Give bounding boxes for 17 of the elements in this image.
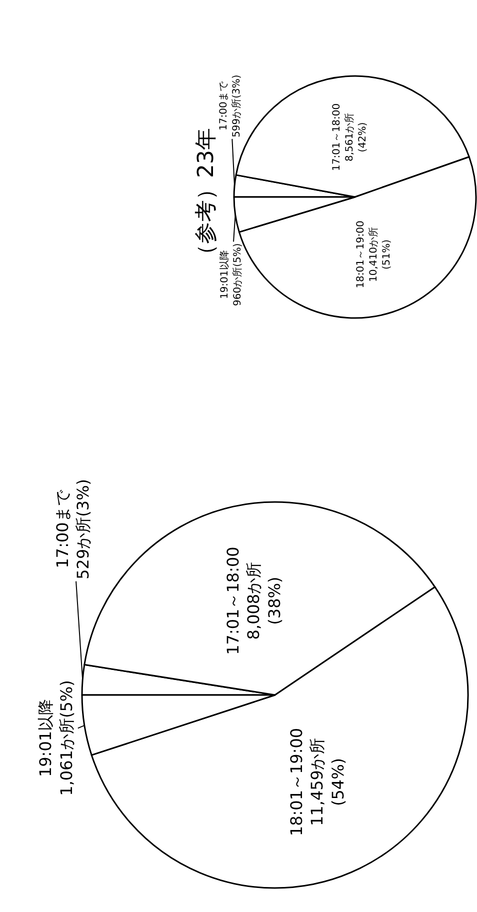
slice-label: 17:01～18:00 (332, 103, 343, 171)
data-label: 599か所(3%) (230, 74, 243, 138)
slice-label: 17:01～18:00 (223, 546, 242, 655)
data-label: 529か所(3%) (74, 478, 93, 580)
data-label: 8,561か所 (42%) (344, 112, 369, 162)
data-label: 10,410か所 (51%) (367, 226, 392, 282)
slice-label: 17:00まで (52, 489, 72, 568)
slice-label: 19:01以降 (218, 250, 231, 300)
data-label: 1,061か所(5%) (56, 680, 76, 796)
slice-label: 18:01～19:00 (355, 220, 366, 288)
data-label: 8,008か所 (38%) (244, 562, 284, 640)
slice-label: 19:01以降 (36, 698, 55, 778)
data-label: 11,459か所 (54%) (308, 738, 348, 826)
slice-label: 17:00まで (218, 80, 230, 130)
slice-label: 18:01～19:00 (286, 728, 306, 836)
text: （参考）23年 (194, 128, 219, 266)
data-label: 960か所(5%) (232, 243, 244, 306)
